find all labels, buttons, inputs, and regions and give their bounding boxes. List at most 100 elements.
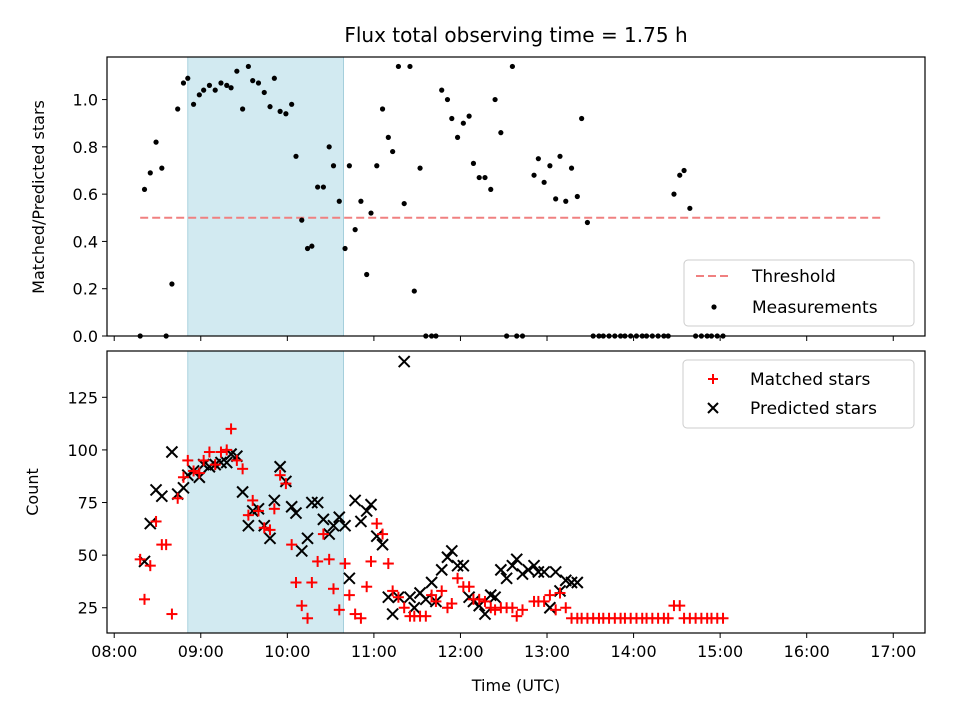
count-points (134, 355, 729, 624)
predicted-point (510, 553, 523, 566)
predicted-point (445, 544, 459, 558)
measurement-point (563, 198, 569, 204)
bottom-y-ticks: 25 50 75 100 125 (67, 388, 107, 618)
bottom-y-tick-label: 125 (67, 388, 98, 407)
measurement-point (190, 101, 197, 107)
measurement-point (482, 174, 488, 181)
measurement-point (411, 288, 417, 294)
matched-point (160, 539, 172, 551)
matched-point (371, 518, 383, 530)
measurement-point (374, 163, 380, 169)
measurement-point (196, 92, 202, 98)
bottom-legend: Matched stars Predicted stars (682, 359, 915, 429)
matched-point (264, 524, 276, 536)
matched-point (339, 558, 351, 570)
matched-point (302, 612, 314, 624)
bottom-y-axis-label: Count (23, 468, 42, 516)
matched-point (662, 612, 674, 624)
predicted-point (376, 538, 389, 551)
measurement-point (509, 63, 515, 70)
matched-point (560, 602, 572, 614)
top-y-tick-label: 0.6 (73, 185, 98, 204)
matched-point (280, 478, 292, 490)
matched-point (426, 589, 438, 601)
predicted-point (451, 559, 464, 572)
measurement-point (476, 174, 482, 181)
matched-point (188, 465, 200, 477)
measurement-point (159, 165, 165, 171)
matched-point (203, 446, 215, 458)
measurement-point (277, 108, 283, 114)
matched-point (268, 503, 280, 515)
matched-point (286, 539, 298, 551)
measurement-point (342, 245, 348, 252)
predicted-point (317, 513, 330, 526)
matched-point (436, 585, 448, 597)
matched-point (550, 604, 562, 616)
top-shaded-span (187, 56, 344, 337)
top-y-tick-label: 0.0 (73, 327, 98, 346)
measurement-point (330, 163, 337, 169)
measurement-point (261, 89, 267, 96)
matched-point (430, 595, 442, 607)
matched-point (139, 593, 151, 605)
matched-point (355, 612, 367, 624)
predicted-point (543, 601, 557, 614)
measurement-point (185, 75, 191, 81)
matched-point (231, 454, 243, 466)
matched-point (182, 454, 194, 466)
predicted-point (488, 591, 502, 604)
measurement-point (245, 63, 251, 70)
matched-point (382, 558, 394, 570)
matched-point (209, 459, 221, 471)
predicted-point (397, 355, 411, 368)
measurement-point (169, 281, 175, 287)
matched-point (166, 608, 178, 620)
matched-point (473, 593, 485, 605)
chart-title: Flux total observing time = 1.75 h (344, 23, 687, 47)
matched-point (674, 600, 686, 612)
predicted-point (370, 529, 383, 543)
predicted-point (285, 500, 298, 513)
measurement-point (309, 243, 315, 249)
measurement-point (304, 245, 311, 252)
matched-point (323, 553, 335, 565)
matched-point (290, 576, 302, 588)
measurement-point (547, 163, 553, 169)
top-y-tick-label: 0.8 (73, 138, 98, 157)
measurement-point (401, 200, 407, 207)
measurement-point (385, 134, 391, 140)
predicted-point (322, 527, 336, 541)
measurement-point (574, 193, 580, 200)
matched-point (221, 444, 233, 456)
matched-point (538, 595, 550, 607)
top-axes-frame (106, 56, 926, 337)
measurement-point (488, 186, 494, 193)
measurement-point (352, 227, 358, 233)
measurement-point (687, 205, 693, 211)
measurement-point (553, 196, 559, 202)
top-legend: Threshold Measurements (683, 259, 915, 327)
measurement-point (255, 80, 262, 86)
matched-point (361, 581, 373, 593)
measurement-point (326, 144, 332, 150)
matched-point (215, 446, 227, 458)
measurement-point (417, 165, 423, 171)
matched-point (150, 515, 162, 527)
top-x-ticks (113, 336, 894, 341)
matched-point (516, 604, 528, 616)
predicted-point (305, 496, 319, 509)
matched-point (446, 598, 458, 610)
predicted-point (386, 607, 399, 621)
matched-legend-swatch (708, 374, 718, 384)
predicted-point (327, 519, 340, 532)
measurement-point (531, 172, 537, 178)
bottom-y-tick-label: 100 (67, 441, 98, 460)
bottom-y-tick-label: 25 (78, 599, 98, 618)
top-y-tick-label: 0.2 (73, 280, 98, 299)
predicted-point (354, 515, 368, 528)
matched-point (172, 492, 184, 504)
measurement-point (460, 120, 466, 126)
measurement-point (234, 68, 240, 74)
matched-point (252, 505, 264, 517)
